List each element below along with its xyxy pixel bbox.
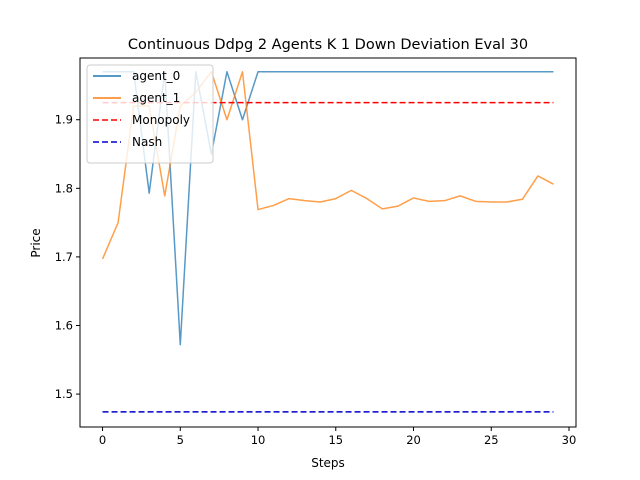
x-tick-label: 10 (251, 433, 266, 447)
y-tick-label: 1.5 (55, 387, 73, 401)
x-tick-label: 5 (177, 433, 184, 447)
y-tick-label: 1.9 (55, 113, 73, 127)
legend: agent_0 agent_1 Monopoly Nash (86, 64, 214, 164)
x-tick-label: 0 (99, 433, 106, 447)
ticks-layer: 0 5 10 15 20 25 30 1.5 1.6 1.7 1.8 1.9 (55, 113, 577, 447)
plot-frame (79, 57, 577, 428)
y-tick-label: 1.8 (55, 181, 73, 195)
x-axis-label: Steps (311, 456, 345, 470)
y-axis-label: Price (29, 228, 43, 257)
chart-title: Continuous Ddpg 2 Agents K 1 Down Deviat… (128, 37, 528, 53)
legend-label-agent-0: agent_0 (132, 69, 180, 83)
x-tick-label: 30 (562, 433, 577, 447)
legend-label-monopoly: Monopoly (132, 113, 190, 127)
y-tick-label: 1.6 (55, 318, 73, 332)
legend-label-nash: Nash (132, 135, 162, 149)
series-line-agent-0 (102, 70, 554, 346)
x-tick-label: 20 (406, 433, 421, 447)
y-tick-label: 1.7 (55, 250, 73, 264)
legend-label-agent-1: agent_1 (132, 91, 180, 105)
x-tick-label: 15 (328, 433, 343, 447)
x-tick-label: 25 (484, 433, 499, 447)
legend-box (86, 64, 214, 164)
